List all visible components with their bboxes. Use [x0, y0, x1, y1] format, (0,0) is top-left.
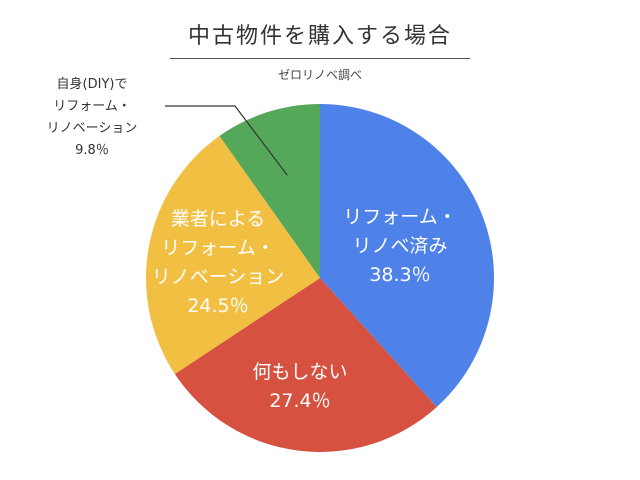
pie-slice-0	[320, 104, 495, 408]
slice-category-label: リノベーション	[47, 121, 138, 136]
slice-category-label: 業者による	[171, 208, 265, 230]
slice-category-label: リノベ済み	[352, 235, 447, 257]
slice-value-label: 38.3％	[369, 264, 430, 286]
chart-subtitle: ゼロリノベ調べ	[277, 68, 362, 82]
chart-title: 中古物件を購入する場合	[187, 24, 452, 49]
slice-category-label: リフォーム・	[161, 237, 274, 259]
slice-category-label: リフォーム・	[53, 99, 131, 114]
slice-category-label: 何もしない	[252, 361, 347, 383]
callout-leader-line	[165, 105, 288, 176]
title-divider	[170, 58, 470, 59]
slice-value-label: 24.5％	[187, 295, 248, 317]
pie-slice-3	[219, 104, 320, 278]
pie-slice-1	[174, 278, 437, 452]
slice-value-label: 9.8％	[75, 143, 109, 158]
pie-slice-2	[145, 135, 320, 374]
slice-category-label: リフォーム・	[343, 206, 456, 228]
slice-category-label: 自身(DIY)で	[57, 76, 128, 92]
slice-value-label: 27.4％	[269, 390, 330, 412]
slice-category-label: リノベーション	[152, 266, 285, 288]
